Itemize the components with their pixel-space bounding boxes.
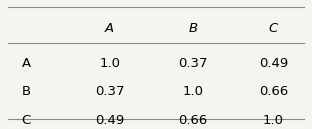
Text: 1.0: 1.0: [99, 57, 120, 70]
Text: A: A: [22, 57, 31, 70]
Text: B: B: [22, 85, 31, 98]
Text: B: B: [188, 22, 198, 35]
Text: C: C: [22, 114, 31, 127]
Text: 0.49: 0.49: [259, 57, 288, 70]
Text: 0.49: 0.49: [95, 114, 124, 127]
Text: 1.0: 1.0: [263, 114, 284, 127]
Text: 0.37: 0.37: [178, 57, 208, 70]
Text: C: C: [269, 22, 278, 35]
Text: 0.37: 0.37: [95, 85, 124, 98]
Text: A: A: [105, 22, 114, 35]
Text: 1.0: 1.0: [183, 85, 204, 98]
Text: 0.66: 0.66: [178, 114, 208, 127]
Text: 0.66: 0.66: [259, 85, 288, 98]
